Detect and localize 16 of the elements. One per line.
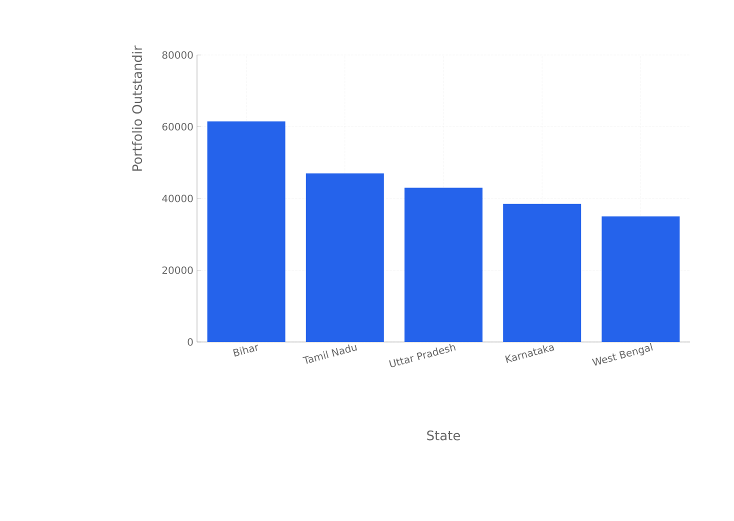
x-tick-label: Tamil Nadu <box>302 344 358 364</box>
y-axis-title: Portfolio Outstandir <box>132 46 142 171</box>
y-tick-label: 60000 <box>162 122 193 131</box>
x-tick-label: West Bengal <box>592 342 653 366</box>
x-tick-label: Bihar <box>233 344 258 357</box>
y-tick-label: 0 <box>188 338 193 346</box>
x-axis-title: State <box>427 430 460 440</box>
bar <box>306 173 384 342</box>
y-tick-label: 40000 <box>162 194 193 202</box>
bar <box>207 121 286 342</box>
bar <box>602 216 680 342</box>
bar <box>404 188 482 342</box>
y-tick-label: 80000 <box>162 51 193 59</box>
y-tick-label: 20000 <box>162 266 193 274</box>
x-tick-label: Uttar Pradesh <box>389 344 456 368</box>
bar <box>503 204 582 342</box>
